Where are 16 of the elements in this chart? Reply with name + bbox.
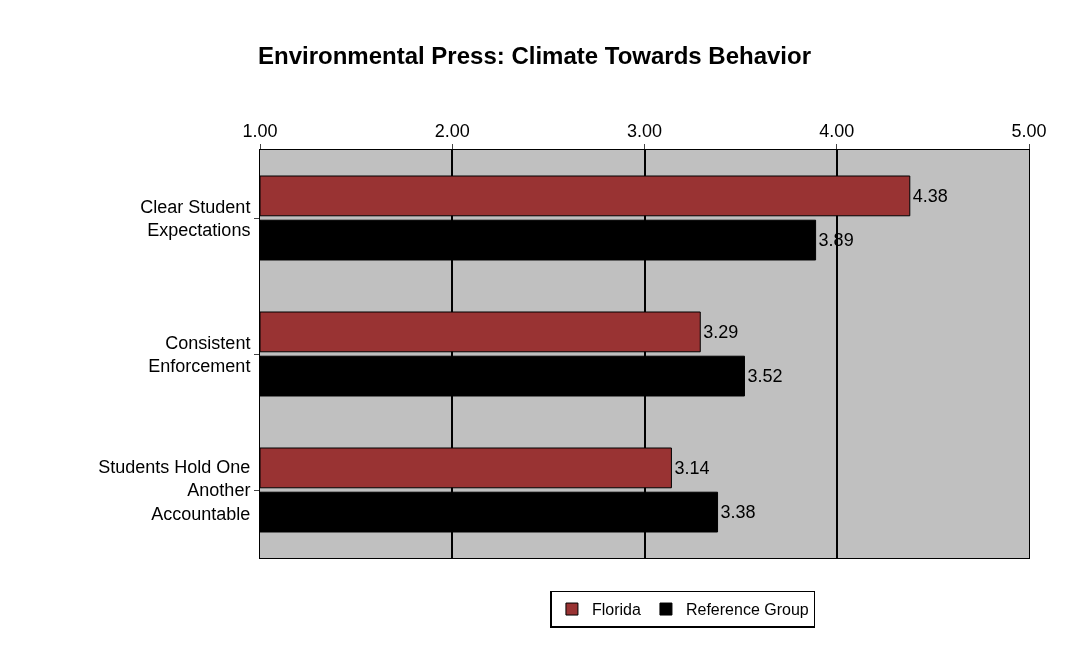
x-tick-label: 5.00 [1011, 120, 1047, 141]
data-label: 4.38 [912, 185, 948, 206]
legend-label: Reference Group [685, 601, 809, 619]
y-tick-label: Clear Student Expectations [140, 196, 251, 240]
y-tick-label: Students Hold One Another Accountable [98, 456, 251, 524]
x-tick-label: 1.00 [242, 120, 278, 141]
legend-label: Florida [591, 601, 641, 619]
data-label: 3.29 [703, 321, 739, 342]
x-tick-label: 2.00 [434, 120, 470, 141]
data-label: 3.14 [674, 457, 710, 478]
chart-title: Environmental Press: Climate Towards Behavior [257, 41, 812, 69]
x-tick-label: 4.00 [819, 120, 855, 141]
data-label: 3.38 [720, 502, 756, 523]
x-tick-label: 3.00 [626, 120, 663, 141]
y-tick-label: Consistent Enforcement [148, 332, 251, 376]
data-label: 3.52 [747, 366, 783, 387]
